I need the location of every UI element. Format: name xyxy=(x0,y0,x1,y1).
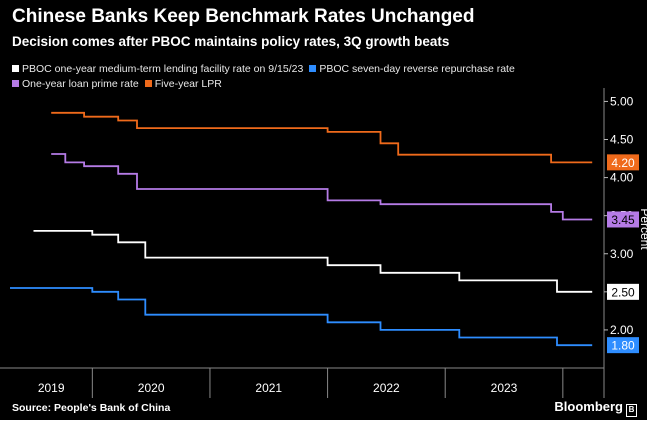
x-year-label: 2022 xyxy=(373,381,400,395)
y-tick-label: 5.00 xyxy=(610,94,634,108)
end-value-label: 1.80 xyxy=(611,339,635,353)
end-value-label: 4.20 xyxy=(611,156,635,170)
legend-label: One-year loan prime rate xyxy=(22,78,139,90)
legend-swatch xyxy=(309,65,317,72)
x-year-label: 2023 xyxy=(491,381,518,395)
chart-panel: Chinese Banks Keep Benchmark Rates Uncha… xyxy=(0,0,647,420)
legend-label: PBOC one-year medium-term lending facili… xyxy=(22,63,304,75)
end-value-badge xyxy=(607,283,639,300)
x-year-label: 2020 xyxy=(138,381,165,395)
y-axis-title: Percent xyxy=(638,208,647,250)
end-value-label: 2.50 xyxy=(611,285,635,299)
source-note: Source: People's Bank of China xyxy=(12,402,171,414)
bottom-strip xyxy=(0,420,652,427)
series-line xyxy=(10,287,593,347)
line-chart: 2.002.503.003.504.004.505.00Percent20192… xyxy=(0,88,647,398)
legend-swatch xyxy=(144,80,152,87)
y-tick-label: 2.00 xyxy=(610,323,634,337)
legend-item: PBOC one-year medium-term lending facili… xyxy=(12,62,303,77)
legend-label: Five-year LPR xyxy=(154,78,222,90)
chart-title: Chinese Banks Keep Benchmark Rates Uncha… xyxy=(12,6,475,27)
legend-swatch xyxy=(12,80,19,87)
y-tick-label: 4.00 xyxy=(610,171,634,185)
chart-subtitle: Decision comes after PBOC maintains poli… xyxy=(12,34,450,49)
end-value-badge xyxy=(607,211,639,228)
legend-label: PBOC seven-day reverse repurchase rate xyxy=(319,63,515,75)
y-tick-label: 3.00 xyxy=(610,247,634,261)
x-year-label: 2019 xyxy=(38,381,65,395)
bloomberg-logo: Bloomberg B xyxy=(554,399,637,417)
end-value-badge xyxy=(607,154,639,171)
y-tick-label: 4.50 xyxy=(610,133,634,147)
end-value-badge xyxy=(607,337,639,354)
brand-text: Bloomberg xyxy=(554,399,623,414)
legend-swatch xyxy=(12,65,19,72)
series-line xyxy=(51,111,593,164)
end-value-label: 3.45 xyxy=(611,213,635,227)
legend-item: One-year loan prime rate xyxy=(12,77,139,92)
bloomberg-mark-icon: B xyxy=(626,404,637,417)
legend-item: Five-year LPR xyxy=(144,77,222,92)
chart-legend: PBOC one-year medium-term lending facili… xyxy=(12,62,642,92)
x-year-label: 2021 xyxy=(255,381,282,395)
series-line xyxy=(51,153,593,221)
legend-item: PBOC seven-day reverse repurchase rate xyxy=(309,62,515,77)
series-line xyxy=(33,230,593,293)
